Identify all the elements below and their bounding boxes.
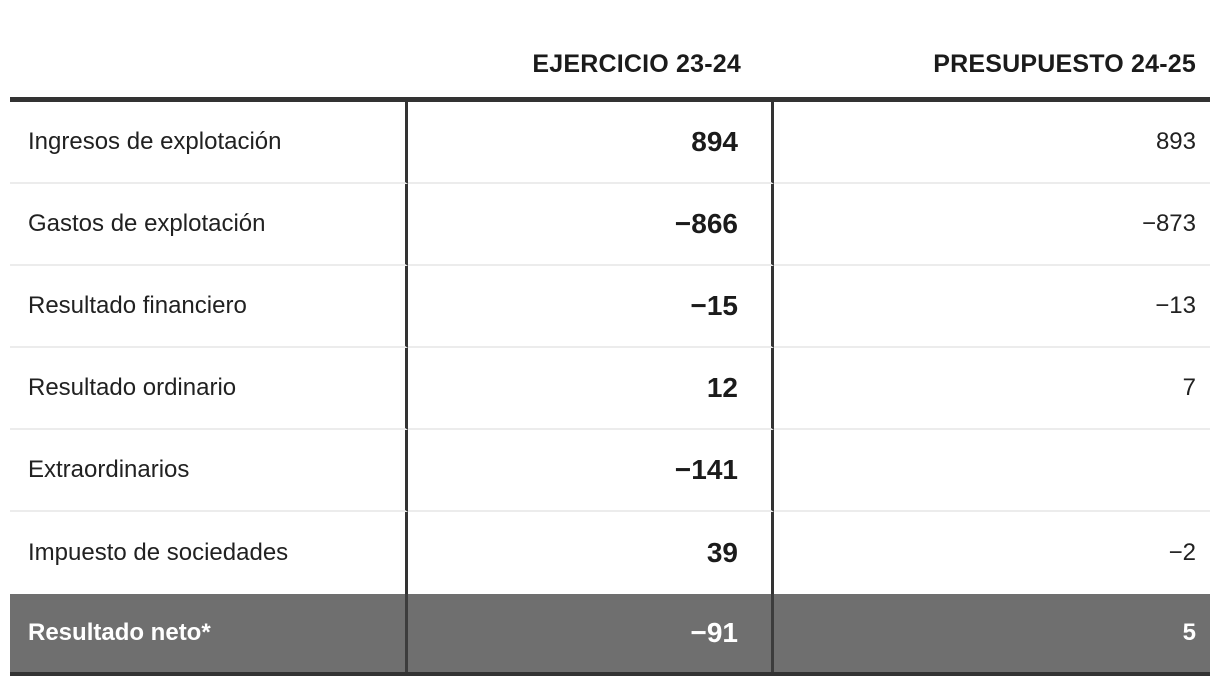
results-table: EJERCICIO 23-24 PRESUPUESTO 24-25 Ingres…: [10, 0, 1210, 676]
presupuesto-value: −13: [774, 266, 1210, 348]
row-label: Impuesto de sociedades: [10, 512, 408, 594]
ejercicio-value: −866: [408, 184, 774, 266]
row-label: Resultado neto*: [10, 594, 408, 672]
table-row: Gastos de explotación −866 −873: [10, 184, 1210, 266]
presupuesto-value: 7: [774, 348, 1210, 430]
table-row: Ingresos de explotación 894 893: [10, 102, 1210, 184]
presupuesto-value: 893: [774, 102, 1210, 184]
header-spacer: [10, 79, 408, 97]
presupuesto-value: 5: [1182, 619, 1196, 646]
presupuesto-value: [774, 430, 1210, 512]
ejercicio-value: 12: [408, 348, 774, 430]
ejercicio-value: 894: [408, 102, 774, 184]
ejercicio-value: 39: [408, 512, 774, 594]
row-label: Ingresos de explotación: [10, 102, 408, 184]
ejercicio-value: −141: [408, 430, 774, 512]
row-label: Resultado financiero: [10, 266, 408, 348]
table-row: Impuesto de sociedades 39 −2: [10, 512, 1210, 594]
presupuesto-value: −2: [1168, 539, 1196, 566]
presupuesto-value: −873: [774, 184, 1210, 266]
column-header-presupuesto: PRESUPUESTO 24-25: [933, 50, 1196, 78]
table-row: Extraordinarios −141: [10, 430, 1210, 512]
table-row: Resultado financiero −15 −13: [10, 266, 1210, 348]
row-label: Extraordinarios: [10, 430, 408, 512]
column-header-ejercicio: EJERCICIO 23-24: [532, 50, 741, 78]
row-label: Resultado ordinario: [10, 348, 408, 430]
ejercicio-value: −91: [408, 594, 774, 672]
table-row: Resultado ordinario 12 7: [10, 348, 1210, 430]
table-row-net-result: Resultado neto* −91 5: [10, 594, 1210, 672]
row-label: Gastos de explotación: [10, 184, 408, 266]
table-header-row: EJERCICIO 23-24 PRESUPUESTO 24-25: [10, 0, 1210, 97]
table-body: Ingresos de explotación 894 893 Gastos d…: [10, 97, 1210, 676]
ejercicio-value: −15: [408, 266, 774, 348]
